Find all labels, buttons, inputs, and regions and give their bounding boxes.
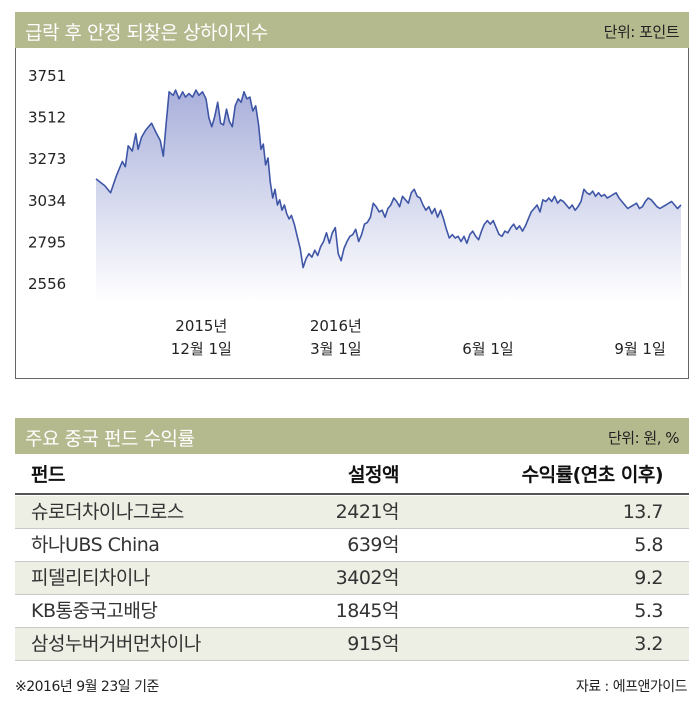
source-credit: 자료 : 에프앤가이드 — [575, 679, 688, 695]
index-series-line — [95, 89, 682, 269]
table-row: 하나UBS China 639억 5.8 — [15, 529, 689, 562]
table-header-divider — [15, 493, 689, 495]
chart-title: 급락 후 안정 되찾은 상하이지수 — [25, 22, 268, 44]
y-tick-label: 3512 — [28, 109, 66, 127]
chart-header-bar: 급락 후 안정 되찾은 상하이지수 단위: 포인트 — [15, 12, 689, 48]
x-tick-label-year: 2016년 — [310, 317, 362, 335]
fund-name-cell: KB통중국고배당 — [31, 600, 158, 622]
fund-name-cell: 피델리티차이나 — [31, 567, 150, 589]
fund-amount-cell: 3402억 — [335, 567, 400, 589]
column-header-fund: 펀드 — [31, 464, 65, 486]
x-tick-label-date: 6월 1일 — [462, 340, 513, 358]
column-header-return: 수익률(연초 이후) — [521, 464, 664, 486]
table-row: 삼성누버거버먼차이나 915억 3.2 — [15, 628, 689, 661]
fund-name-cell: 삼성누버거버먼차이나 — [31, 633, 201, 655]
table-row: 피델리티차이나 3402억 9.2 — [15, 562, 689, 595]
x-tick-label-date: 9월 1일 — [614, 340, 665, 358]
fund-return-cell: 13.7 — [622, 501, 664, 523]
y-tick-label: 3273 — [28, 150, 66, 168]
y-tick-label: 3034 — [28, 192, 66, 210]
footnote: ※2016년 9월 23일 기준 — [15, 679, 159, 695]
chart-unit: 단위: 포인트 — [603, 23, 680, 41]
fund-amount-cell: 915억 — [347, 633, 399, 655]
table-column-headers: 펀드 설정액 수익률(연초 이후) — [15, 458, 689, 494]
plot-area — [95, 89, 682, 301]
x-tick-label-date: 12월 1일 — [171, 340, 232, 358]
fund-return-cell: 5.8 — [634, 534, 663, 556]
column-header-amount: 설정액 — [348, 464, 399, 486]
y-tick-label: 3751 — [28, 67, 66, 85]
x-tick-label-date: 3월 1일 — [310, 340, 361, 358]
x-axis: 2015년 12월 1일 2016년 3월 1일 6월 1일 9월 1일 — [171, 317, 666, 358]
table-row: 슈로더차이나그로스 2421억 13.7 — [15, 496, 689, 529]
index-area-fill — [96, 90, 681, 301]
fund-name-cell: 슈로더차이나그로스 — [31, 501, 184, 523]
table-row: KB통중국고배당 1845억 5.3 — [15, 595, 689, 628]
fund-amount-cell: 1845억 — [335, 600, 400, 622]
table-title: 주요 중국 펀드 수익률 — [25, 428, 195, 450]
fund-amount-cell: 2421억 — [335, 501, 400, 523]
y-tick-label: 2795 — [28, 233, 66, 251]
table-unit: 단위: 원, % — [607, 429, 680, 447]
index-chart: 3751 3512 3273 3034 2795 2556 2015년 12월 1일 2016… — [28, 67, 682, 358]
fund-return-cell: 9.2 — [634, 567, 663, 589]
fund-return-cell: 5.3 — [634, 600, 663, 622]
fund-return-cell: 3.2 — [634, 633, 663, 655]
fund-name-cell: 하나UBS China — [31, 534, 160, 556]
chart-frame: 3751 3512 3273 3034 2795 2556 2015년 12월 1일 2016… — [15, 48, 689, 379]
y-tick-label: 2556 — [28, 275, 66, 293]
fund-amount-cell: 639억 — [347, 534, 399, 556]
y-axis: 3751 3512 3273 3034 2795 2556 — [28, 67, 66, 293]
table-header-bar: 주요 중국 펀드 수익률 단위: 원, % — [15, 418, 689, 454]
x-tick-label-year: 2015년 — [175, 317, 227, 335]
